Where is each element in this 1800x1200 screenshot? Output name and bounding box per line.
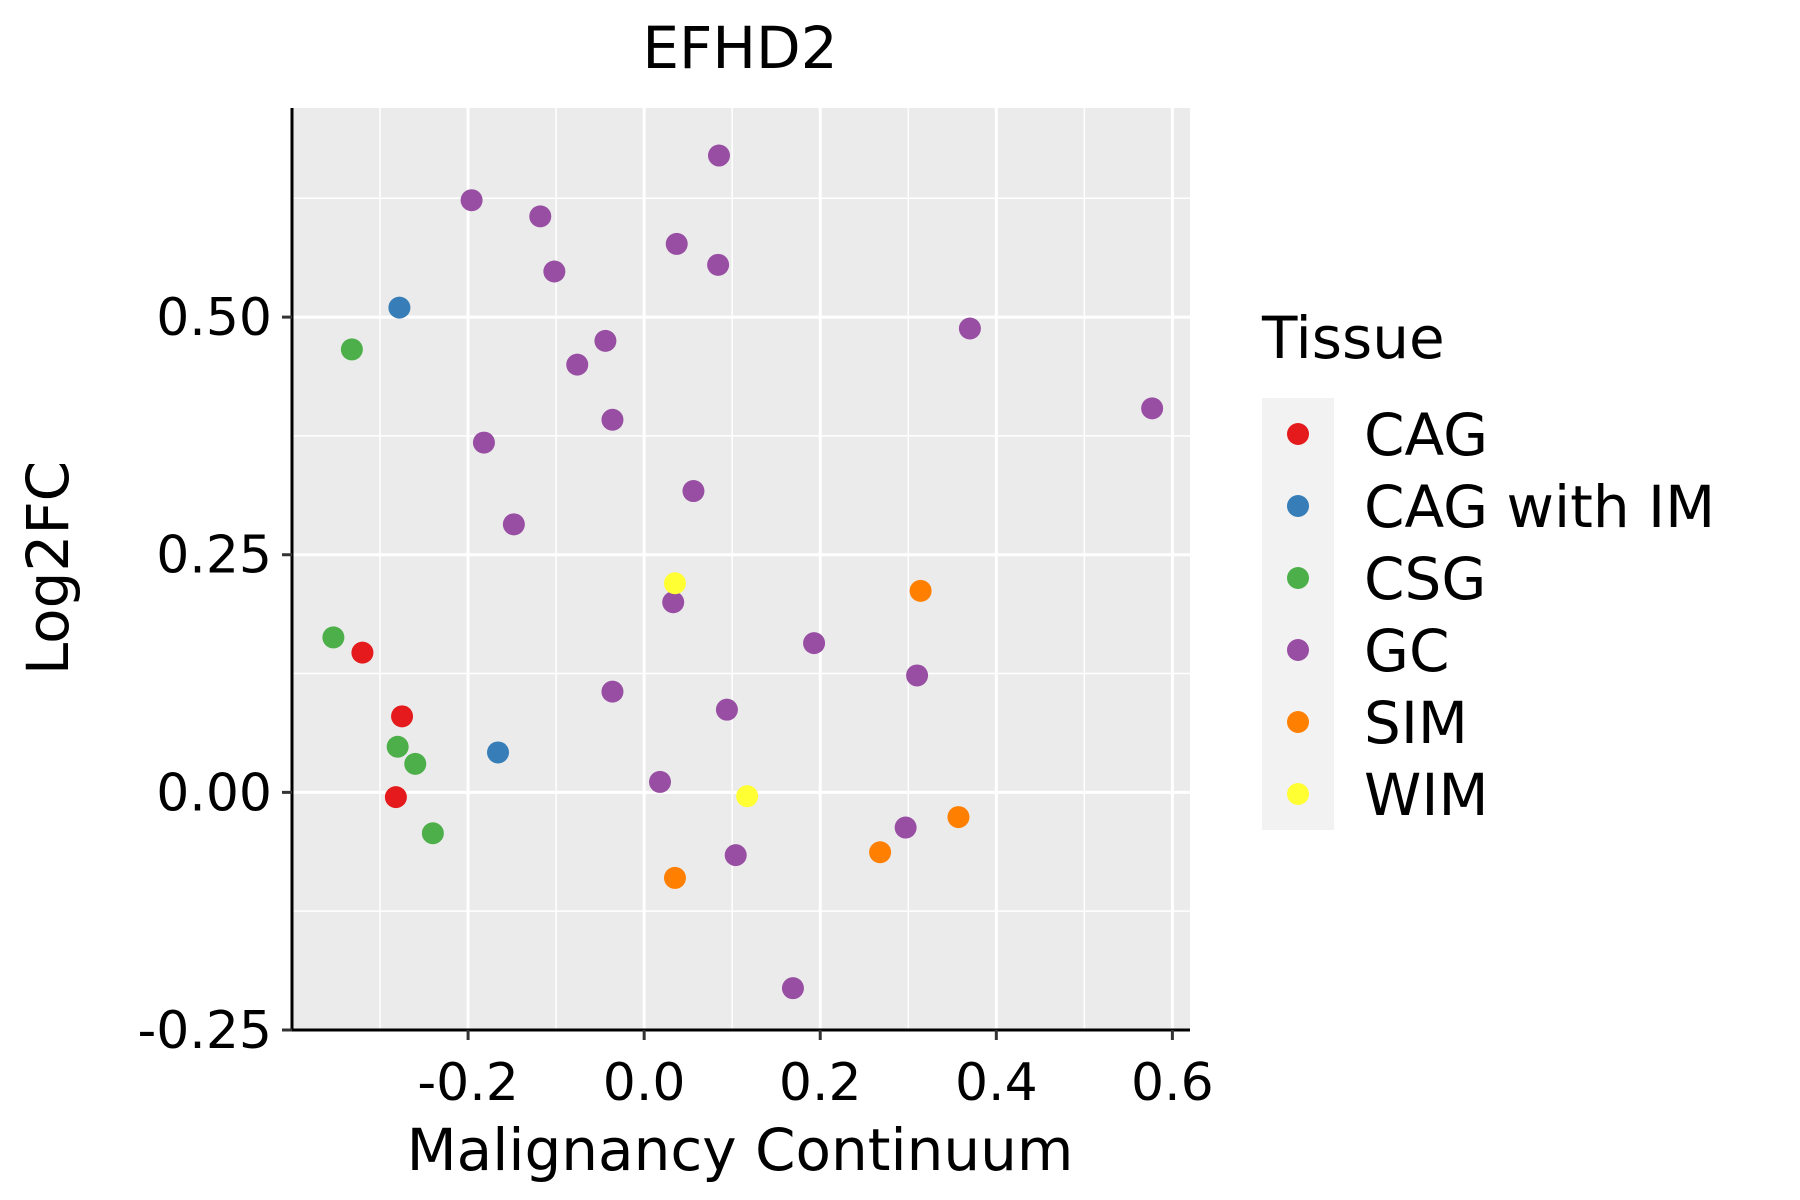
y-tick-label: -0.25	[137, 1001, 272, 1061]
data-point-gc	[724, 844, 747, 867]
data-point-gc	[566, 353, 589, 376]
data-point-csg	[340, 338, 363, 361]
legend-key-background	[1262, 398, 1334, 830]
data-point-cag	[391, 705, 414, 728]
legend-key-cag-with-im	[1287, 495, 1309, 517]
data-point-gc	[601, 408, 624, 431]
data-point-gc	[707, 144, 730, 167]
data-point-cag-with-im	[388, 296, 411, 319]
data-point-gc	[682, 480, 705, 503]
legend-key-sim	[1287, 711, 1309, 733]
x-tick-label: -0.2	[417, 1053, 518, 1113]
data-point-gc	[781, 977, 804, 1000]
x-tick-label: 0.2	[779, 1053, 862, 1113]
x-tick-label: 0.6	[1131, 1053, 1214, 1113]
legend-key-gc	[1287, 639, 1309, 661]
data-point-gc	[662, 591, 685, 614]
data-point-gc	[529, 205, 552, 228]
data-point-cag	[384, 786, 407, 809]
chart-title: EFHD2	[642, 14, 837, 82]
data-point-cag	[351, 641, 374, 664]
data-point-gc	[715, 698, 738, 721]
x-tick-label: 0.4	[955, 1053, 1038, 1113]
data-point-cag-with-im	[487, 741, 510, 764]
legend-key-cag	[1287, 423, 1309, 445]
data-point-gc	[649, 770, 672, 793]
data-point-gc	[803, 632, 826, 655]
data-point-gc	[665, 232, 688, 255]
legend-label-wim: WIM	[1364, 761, 1489, 829]
data-point-gc	[601, 680, 624, 703]
y-tick-label: 0.25	[156, 526, 272, 586]
data-point-csg	[404, 752, 427, 775]
data-point-gc	[472, 431, 495, 454]
legend-title: Tissue	[1261, 304, 1445, 372]
legend-label-sim: SIM	[1364, 689, 1468, 757]
legend-key-csg	[1287, 567, 1309, 589]
data-point-gc	[906, 664, 929, 687]
data-point-gc	[460, 189, 483, 212]
data-point-gc	[707, 253, 730, 276]
data-point-gc	[1141, 397, 1164, 420]
data-point-wim	[663, 572, 686, 595]
legend-label-cag: CAG	[1364, 401, 1488, 469]
data-point-csg	[386, 735, 409, 758]
data-point-wim	[736, 785, 759, 808]
data-point-gc	[543, 260, 566, 283]
legend-label-csg: CSG	[1364, 545, 1486, 613]
data-point-sim	[869, 841, 892, 864]
legend-key-wim	[1287, 783, 1309, 805]
y-axis-title: Log2FC	[14, 461, 82, 675]
data-point-csg	[322, 626, 345, 649]
data-point-csg	[421, 822, 444, 845]
data-point-sim	[663, 866, 686, 889]
legend-label-gc: GC	[1364, 617, 1449, 685]
x-axis-title: Malignancy Continuum	[407, 1116, 1074, 1184]
data-point-gc	[594, 329, 617, 352]
y-tick-label: 0.50	[156, 288, 272, 348]
data-point-gc	[502, 513, 525, 536]
data-point-sim	[947, 806, 970, 829]
plot-panel	[292, 108, 1190, 1030]
legend-label-cag-with-im: CAG with IM	[1364, 473, 1715, 541]
y-tick-label: 0.00	[156, 763, 272, 823]
data-point-gc	[958, 317, 981, 340]
data-point-sim	[909, 579, 932, 602]
x-tick-label: 0.0	[603, 1053, 686, 1113]
data-point-gc	[894, 816, 917, 839]
